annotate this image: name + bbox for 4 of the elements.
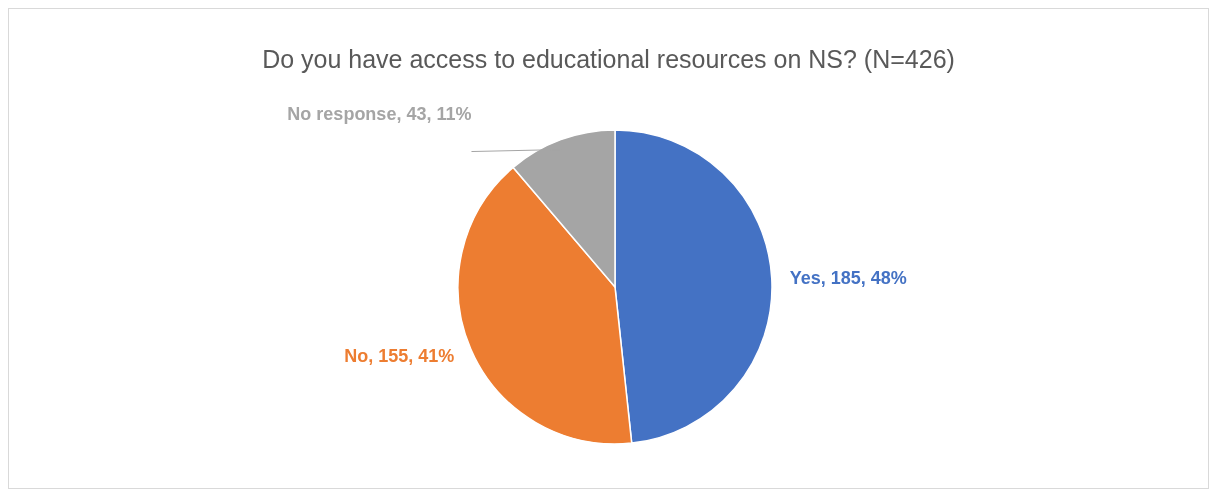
chart-title: Do you have access to educational resources on NS? (N=426) bbox=[261, 45, 956, 74]
slice-label: No response, 43, 11% bbox=[287, 103, 472, 124]
slice-label: Yes, 185, 48% bbox=[789, 267, 907, 288]
slice-label: No, 155, 41% bbox=[344, 346, 455, 367]
